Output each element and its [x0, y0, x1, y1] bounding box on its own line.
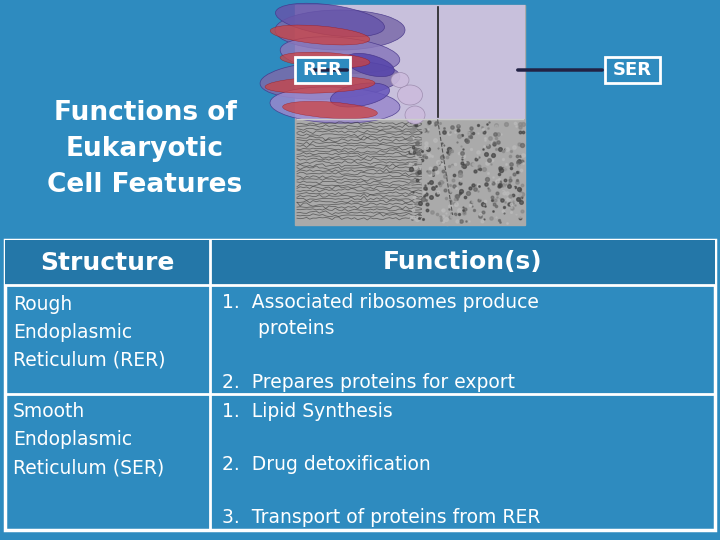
Ellipse shape — [265, 77, 375, 93]
Ellipse shape — [405, 106, 425, 124]
Bar — [295, 5, 525, 119]
Ellipse shape — [330, 83, 390, 107]
Text: Structure: Structure — [40, 251, 175, 274]
Text: RER: RER — [302, 61, 343, 79]
Ellipse shape — [270, 87, 400, 123]
Bar — [295, 5, 525, 225]
Text: SER: SER — [613, 61, 652, 79]
Text: 1.  Associated ribosomes produce
      proteins

2.  Prepares proteins for expor: 1. Associated ribosomes produce proteins… — [222, 293, 539, 392]
Ellipse shape — [280, 37, 400, 73]
Ellipse shape — [283, 102, 377, 119]
Ellipse shape — [275, 10, 405, 50]
Text: Smooth
Endoplasmic
Reticulum (SER): Smooth Endoplasmic Reticulum (SER) — [13, 402, 164, 477]
Bar — [605, 57, 660, 83]
Text: 1.  Lipid Synthesis

2.  Drug detoxification

3.  Transport of proteins from RER: 1. Lipid Synthesis 2. Drug detoxificatio… — [222, 402, 541, 527]
Ellipse shape — [397, 85, 423, 105]
Ellipse shape — [260, 60, 400, 99]
Text: Rough
Endoplasmic
Reticulum (RER): Rough Endoplasmic Reticulum (RER) — [13, 295, 166, 370]
Text: Function(s): Function(s) — [383, 251, 542, 274]
Ellipse shape — [276, 3, 384, 37]
Ellipse shape — [346, 53, 395, 77]
Bar — [295, 119, 525, 225]
Text: Functions of
Eukaryotic
Cell Features: Functions of Eukaryotic Cell Features — [48, 100, 243, 198]
Bar — [295, 57, 350, 83]
Ellipse shape — [280, 52, 370, 68]
Ellipse shape — [270, 25, 370, 45]
Ellipse shape — [391, 72, 409, 87]
Bar — [5, 240, 715, 285]
Bar — [5, 240, 715, 530]
